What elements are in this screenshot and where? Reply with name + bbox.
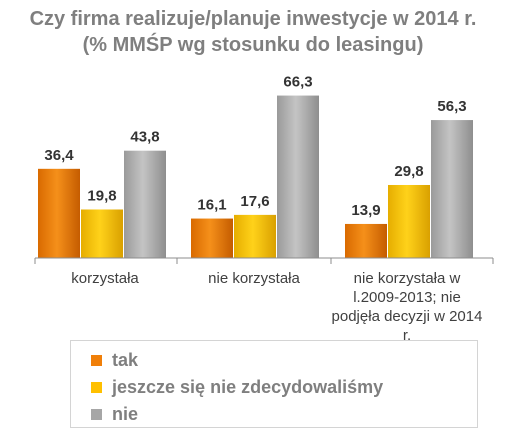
bar-2-2 [234,214,276,258]
category-label-3-line-4: r. [403,327,411,344]
legend-swatch-2 [91,381,102,393]
data-label-1-2: 16,1 [197,197,226,214]
bar-3-2 [277,95,319,258]
legend: tak jeszcze się nie zdecydowaliśmy nie [70,340,478,428]
data-label-3-2: 66,3 [283,74,312,91]
chart-title: Czy firma realizuje/planuje inwestycje w… [0,6,506,58]
data-label-2-1: 19,8 [87,187,116,204]
legend-label-1: tak [112,349,139,370]
legend-item-1: tak [91,348,138,372]
legend-item-3: nie [91,402,138,426]
chart-title-line-1: Czy firma realizuje/planuje inwestycje w… [29,8,477,30]
bar-1-1 [38,168,80,258]
data-label-2-3: 29,8 [394,163,423,180]
category-label-3-line-3: podjęła decyzji w 2014 [332,308,483,325]
data-label-2-2: 17,6 [240,193,269,210]
bar-2-3 [388,184,430,258]
bar-3-1 [124,150,166,258]
data-label-3-1: 43,8 [130,129,159,146]
data-label-1-1: 36,4 [44,147,74,164]
legend-label-2: jeszcze się nie zdecydowaliśmy [112,376,384,397]
legend-label-3: nie [112,403,139,424]
bar-3-3 [431,120,473,258]
legend-item-2: jeszcze się nie zdecydowaliśmy [91,375,383,399]
bar-1-3 [345,223,387,258]
bar-2-1 [81,209,123,258]
category-label-3-line-1: nie korzystała w [354,270,461,287]
chart-title-line-2: (% MMŚP wg stosunku do leasingu) [82,34,424,56]
category-label-1-line-1: korzystała [71,270,139,287]
bar-1-2 [191,218,233,258]
data-label-1-3: 13,9 [351,202,380,219]
legend-swatch-1 [91,354,102,366]
category-label-3-line-2: l.2009-2013; nie [353,289,461,306]
category-label-2-line-1: nie korzystała [208,270,300,287]
legend-swatch-3 [91,408,102,420]
data-label-3-3: 56,3 [437,98,466,115]
